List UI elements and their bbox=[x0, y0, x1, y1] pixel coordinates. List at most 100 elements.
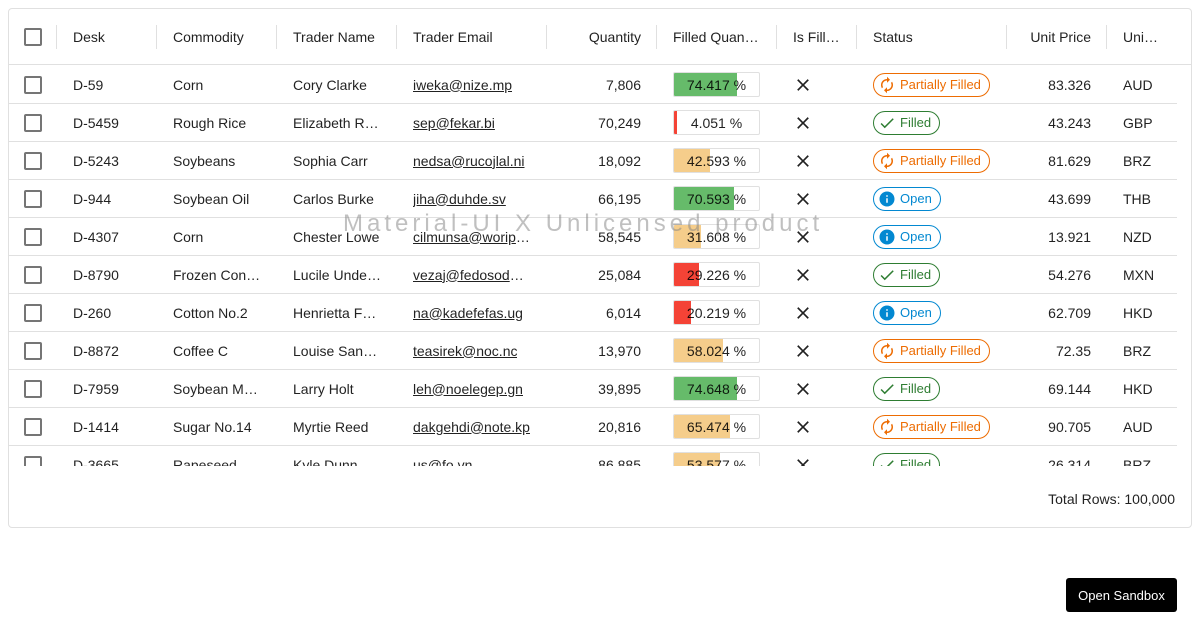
commodity-cell[interactable]: Frozen Concentrated Orange Juice bbox=[157, 256, 277, 293]
column-header-commodity[interactable]: Commodity bbox=[157, 9, 277, 65]
currency-cell[interactable]: BRZ bbox=[1107, 332, 1177, 369]
quantity-cell[interactable]: 20,816 bbox=[547, 408, 657, 445]
trader-email-link[interactable]: leh@noelegep.gn bbox=[413, 380, 523, 397]
commodity-cell[interactable]: Corn bbox=[157, 66, 277, 103]
row-checkbox[interactable] bbox=[24, 189, 42, 208]
filled-quantity-cell[interactable]: 53.577 % bbox=[657, 446, 777, 466]
quantity-cell[interactable]: 13,970 bbox=[547, 332, 657, 369]
filled-quantity-cell[interactable]: 70.593 % bbox=[657, 180, 777, 217]
row-select-cell[interactable] bbox=[9, 142, 57, 179]
trader-email-link-cell[interactable]: dakgehdi@note.kp bbox=[397, 408, 547, 445]
quantity-cell[interactable]: 6,014 bbox=[547, 294, 657, 331]
trader-email-link-cell[interactable]: cilmunsa@woripe.se bbox=[397, 218, 547, 255]
is-filled-cell[interactable] bbox=[777, 218, 857, 255]
status-cell[interactable]: Open bbox=[857, 180, 1007, 217]
unit-price-cell[interactable]: 13.921 bbox=[1007, 218, 1107, 255]
filled-quantity-cell[interactable]: 74.417 % bbox=[657, 66, 777, 103]
table-row[interactable]: D-5459 Rough Rice Elizabeth Riley sep@fekar… bbox=[9, 104, 1177, 142]
row-checkbox[interactable] bbox=[24, 379, 42, 398]
commodity-cell[interactable]: Sugar No.14 bbox=[157, 408, 277, 445]
column-header-quantity[interactable]: Quantity bbox=[547, 9, 657, 65]
trader-email-link[interactable]: iweka@nize.mp bbox=[413, 76, 513, 93]
trader-email-link-cell[interactable]: sep@fekar.bi bbox=[397, 104, 547, 141]
column-header-desk[interactable]: Desk bbox=[57, 9, 157, 65]
table-row[interactable]: D-5243 Soybeans Sophia Carr nedsa@rucojlal.… bbox=[9, 142, 1177, 180]
desk-cell[interactable]: D-5243 bbox=[57, 142, 157, 179]
filled-quantity-cell[interactable]: 4.051 % bbox=[657, 104, 777, 141]
unit-price-cell[interactable]: 83.326 bbox=[1007, 66, 1107, 103]
unit-price-cell[interactable]: 26.314 bbox=[1007, 446, 1107, 467]
currency-cell[interactable]: GBP bbox=[1107, 104, 1177, 141]
trader-email-link[interactable]: dakgehdi@note.kp bbox=[413, 418, 530, 435]
is-filled-cell[interactable] bbox=[777, 332, 857, 369]
row-select-cell[interactable] bbox=[9, 408, 57, 445]
grid-body[interactable]: D-59 Corn Cory Clarke iweka@nize.mp 7,806 74.… bbox=[9, 66, 1191, 466]
column-header-is-filled[interactable]: Is Filled bbox=[777, 9, 857, 65]
table-row[interactable]: D-8872 Coffee C Louise Sanders teasirek@noc… bbox=[9, 332, 1177, 370]
commodity-cell[interactable]: Rough Rice bbox=[157, 104, 277, 141]
trader-name-cell[interactable]: Larry Holt bbox=[277, 370, 397, 407]
currency-cell[interactable]: BRZ bbox=[1107, 446, 1177, 467]
quantity-cell[interactable]: 86,885 bbox=[547, 446, 657, 467]
trader-email-link-cell[interactable]: leh@noelegep.gn bbox=[397, 370, 547, 407]
filled-quantity-cell[interactable]: 31.608 % bbox=[657, 218, 777, 255]
column-separator[interactable] bbox=[276, 24, 277, 49]
row-select-cell[interactable] bbox=[9, 370, 57, 407]
column-header-status[interactable]: Status bbox=[857, 9, 1007, 65]
currency-cell[interactable]: MXN bbox=[1107, 256, 1177, 293]
quantity-cell[interactable]: 7,806 bbox=[547, 66, 657, 103]
row-checkbox[interactable] bbox=[24, 341, 42, 360]
status-cell[interactable]: Filled bbox=[857, 256, 1007, 293]
trader-email-link-cell[interactable]: vezaj@fedosodeg.cl bbox=[397, 256, 547, 293]
table-row[interactable]: D-944 Soybean Oil Carlos Burke jiha@duhde.s… bbox=[9, 180, 1177, 218]
trader-email-link[interactable]: vezaj@fedosodeg.cl bbox=[413, 266, 531, 283]
status-cell[interactable]: Partially Filled bbox=[857, 66, 1007, 103]
trader-email-link[interactable]: jiha@duhde.sv bbox=[413, 190, 506, 207]
row-checkbox[interactable] bbox=[24, 151, 42, 170]
trader-name-cell[interactable]: Sophia Carr bbox=[277, 142, 397, 179]
status-cell[interactable]: Partially Filled bbox=[857, 142, 1007, 179]
commodity-cell[interactable]: Soybean Oil bbox=[157, 180, 277, 217]
is-filled-cell[interactable] bbox=[777, 294, 857, 331]
row-checkbox[interactable] bbox=[24, 265, 42, 284]
commodity-cell[interactable]: Coffee C bbox=[157, 332, 277, 369]
trader-name-cell[interactable]: Chester Lowe bbox=[277, 218, 397, 255]
currency-cell[interactable]: AUD bbox=[1107, 66, 1177, 103]
commodity-cell[interactable]: Soybeans bbox=[157, 142, 277, 179]
is-filled-cell[interactable] bbox=[777, 180, 857, 217]
currency-cell[interactable]: HKD bbox=[1107, 370, 1177, 407]
unit-price-cell[interactable]: 43.699 bbox=[1007, 180, 1107, 217]
row-checkbox[interactable] bbox=[24, 455, 42, 466]
open-sandbox-button[interactable]: Open Sandbox bbox=[1066, 578, 1177, 612]
desk-cell[interactable]: D-3665 bbox=[57, 446, 157, 467]
row-select-cell[interactable] bbox=[9, 332, 57, 369]
trader-name-cell[interactable]: Elizabeth Riley bbox=[277, 104, 397, 141]
unit-price-cell[interactable]: 54.276 bbox=[1007, 256, 1107, 293]
trader-name-cell[interactable]: Cory Clarke bbox=[277, 66, 397, 103]
quantity-cell[interactable]: 39,895 bbox=[547, 370, 657, 407]
column-separator[interactable] bbox=[546, 24, 547, 49]
unit-price-cell[interactable]: 90.705 bbox=[1007, 408, 1107, 445]
desk-cell[interactable]: D-7959 bbox=[57, 370, 157, 407]
filled-quantity-cell[interactable]: 42.593 % bbox=[657, 142, 777, 179]
status-cell[interactable]: Partially Filled bbox=[857, 408, 1007, 445]
quantity-cell[interactable]: 18,092 bbox=[547, 142, 657, 179]
column-separator[interactable] bbox=[1006, 24, 1007, 49]
column-separator[interactable] bbox=[156, 24, 157, 49]
desk-cell[interactable]: D-8790 bbox=[57, 256, 157, 293]
row-select-cell[interactable] bbox=[9, 66, 57, 103]
column-separator[interactable] bbox=[1106, 24, 1107, 49]
table-row[interactable]: D-7959 Soybean Meal Larry Holt leh@noelegep… bbox=[9, 370, 1177, 408]
is-filled-cell[interactable] bbox=[777, 370, 857, 407]
is-filled-cell[interactable] bbox=[777, 408, 857, 445]
trader-email-link[interactable]: sep@fekar.bi bbox=[413, 114, 495, 131]
column-separator[interactable] bbox=[396, 24, 397, 49]
select-all-checkbox[interactable] bbox=[24, 27, 42, 46]
trader-name-cell[interactable]: Lucile Underwood bbox=[277, 256, 397, 293]
unit-price-cell[interactable]: 69.144 bbox=[1007, 370, 1107, 407]
row-checkbox[interactable] bbox=[24, 417, 42, 436]
row-checkbox[interactable] bbox=[24, 75, 42, 94]
row-select-cell[interactable] bbox=[9, 294, 57, 331]
is-filled-cell[interactable] bbox=[777, 66, 857, 103]
is-filled-cell[interactable] bbox=[777, 446, 857, 466]
